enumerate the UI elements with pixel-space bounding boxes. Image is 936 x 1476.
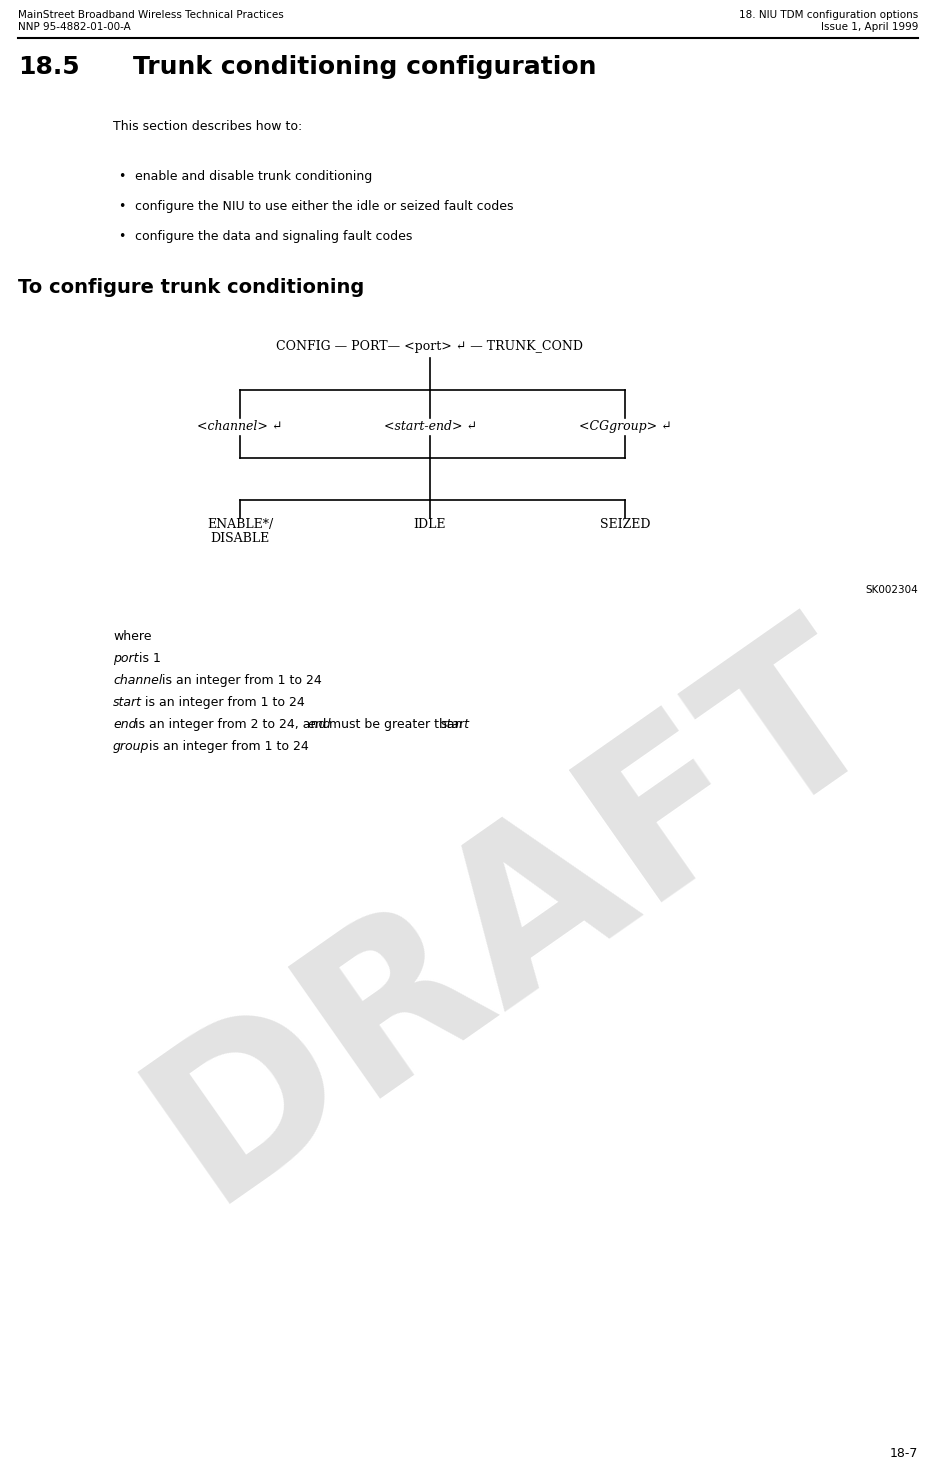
Text: where: where	[113, 630, 152, 644]
Text: •: •	[118, 170, 125, 183]
Text: group: group	[113, 739, 150, 753]
Text: start: start	[441, 717, 470, 731]
Text: DRAFT: DRAFT	[113, 589, 916, 1241]
Text: MainStreet Broadband Wireless Technical Practices: MainStreet Broadband Wireless Technical …	[18, 10, 284, 21]
Text: Issue 1, April 1999: Issue 1, April 1999	[821, 22, 918, 32]
Text: is an integer from 1 to 24: is an integer from 1 to 24	[141, 697, 305, 708]
Text: •: •	[118, 201, 125, 213]
Text: is an integer from 2 to 24, and: is an integer from 2 to 24, and	[131, 717, 330, 731]
Text: SK002304: SK002304	[865, 584, 918, 595]
Text: end: end	[307, 717, 330, 731]
Text: end: end	[113, 717, 137, 731]
Text: CONFIG — PORT— <port> ↵ — TRUNK_COND: CONFIG — PORT— <port> ↵ — TRUNK_COND	[276, 339, 583, 353]
Text: <channel> ↵: <channel> ↵	[197, 421, 283, 432]
Text: is an integer from 1 to 24: is an integer from 1 to 24	[145, 739, 309, 753]
Text: IDLE: IDLE	[414, 518, 446, 531]
Text: configure the NIU to use either the idle or seized fault codes: configure the NIU to use either the idle…	[135, 201, 514, 213]
Text: DISABLE: DISABLE	[211, 531, 270, 545]
Text: port: port	[113, 652, 139, 666]
Text: 18.5: 18.5	[18, 55, 80, 80]
Text: start: start	[113, 697, 142, 708]
Text: This section describes how to:: This section describes how to:	[113, 120, 302, 133]
Text: <start-end> ↵: <start-end> ↵	[384, 421, 476, 432]
Text: ENABLE*/: ENABLE*/	[207, 518, 273, 531]
Text: NNP 95-4882-01-00-A: NNP 95-4882-01-00-A	[18, 22, 131, 32]
Text: To configure trunk conditioning: To configure trunk conditioning	[18, 277, 364, 297]
Text: SEIZED: SEIZED	[600, 518, 651, 531]
Text: is 1: is 1	[135, 652, 161, 666]
Text: •: •	[118, 230, 125, 244]
Text: channel: channel	[113, 675, 162, 686]
Text: 18. NIU TDM configuration options: 18. NIU TDM configuration options	[739, 10, 918, 21]
Text: <CGgroup> ↵: <CGgroup> ↵	[578, 421, 671, 432]
Text: 18-7: 18-7	[889, 1446, 918, 1460]
Text: configure the data and signaling fault codes: configure the data and signaling fault c…	[135, 230, 413, 244]
Text: Trunk conditioning configuration: Trunk conditioning configuration	[133, 55, 596, 80]
Text: enable and disable trunk conditioning: enable and disable trunk conditioning	[135, 170, 373, 183]
Text: must be greater than: must be greater than	[325, 717, 466, 731]
Text: is an integer from 1 to 24: is an integer from 1 to 24	[158, 675, 322, 686]
